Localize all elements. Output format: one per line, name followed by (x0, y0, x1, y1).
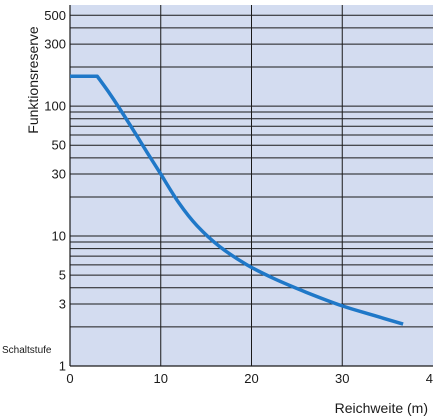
x-axis-ticks: 0 10 20 30 40 (66, 371, 433, 386)
y-tick-label: 300 (44, 37, 66, 52)
y-axis-ticks: 1 3 5 10 30 50 100 300 500 (44, 8, 66, 374)
y-tick-label: 10 (52, 229, 66, 244)
x-axis-label: Reichweite (m) (335, 400, 428, 416)
y-tick-label: 500 (44, 8, 66, 23)
x-tick-label: 40 (426, 371, 433, 386)
y-tick-label: 1 (59, 359, 66, 374)
x-tick-label: 30 (335, 371, 349, 386)
y-tick-label: 100 (44, 99, 66, 114)
y-tick-label: 3 (59, 297, 66, 312)
y-tick-label: 30 (52, 167, 66, 182)
y-tick-label: 5 (59, 268, 66, 283)
y-axis-label: Funktionsreserve (25, 26, 41, 134)
y-tick-label: 50 (52, 138, 66, 153)
x-tick-label: 10 (154, 371, 168, 386)
series-line (70, 74, 404, 326)
grid (69, 5, 433, 366)
x-tick-label: 0 (66, 371, 73, 386)
x-tick-label: 20 (244, 371, 258, 386)
threshold-label: Schaltstufe (2, 345, 52, 356)
